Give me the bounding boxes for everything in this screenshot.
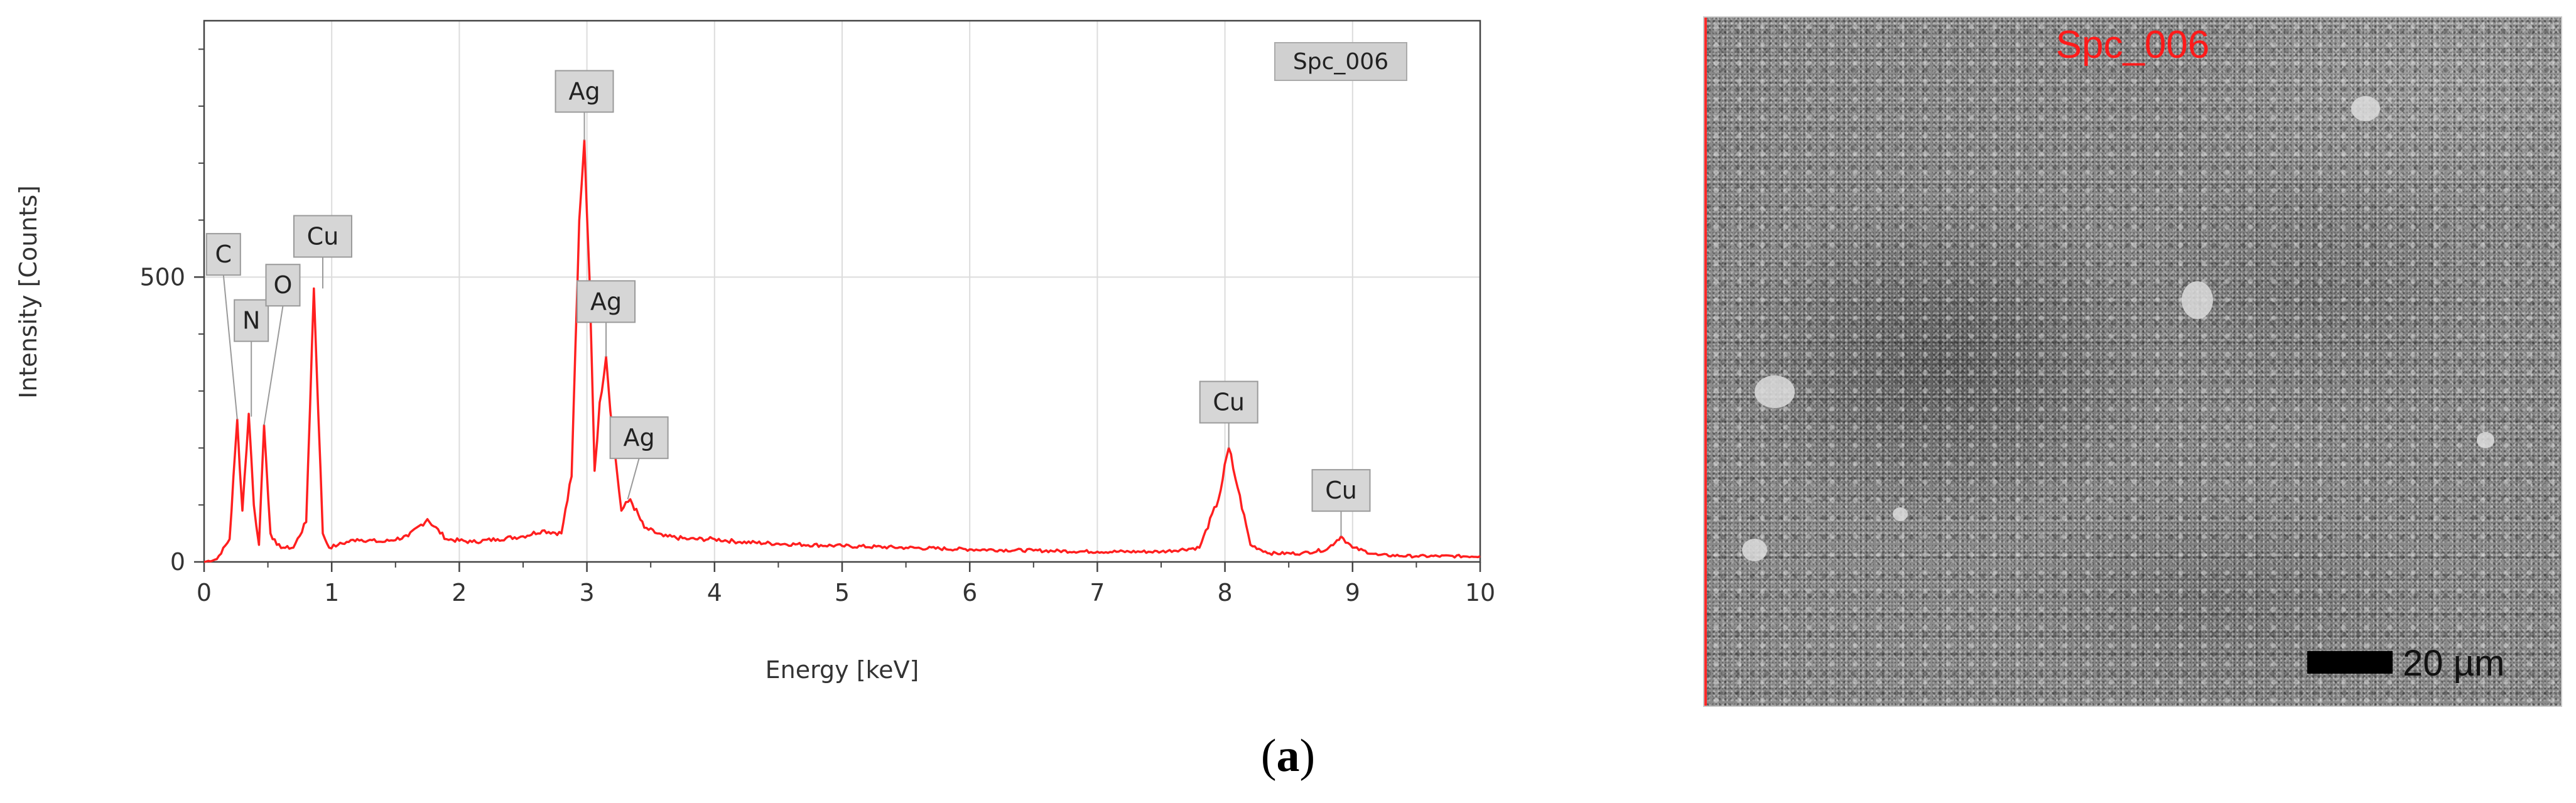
chart-axes: 0 1 2 3 4 5 6 7 8 9 10 0 500 bbox=[139, 48, 1495, 606]
x-tick-label: 4 bbox=[707, 579, 722, 606]
x-tick-label: 10 bbox=[1465, 579, 1495, 606]
caption-letter: a bbox=[1276, 730, 1300, 782]
peak-label-text: O bbox=[274, 271, 293, 299]
caption-open: ( bbox=[1260, 730, 1277, 782]
legend-text: Spc_006 bbox=[1293, 49, 1388, 75]
sem-particle bbox=[1742, 539, 1767, 561]
x-tick-label: 8 bbox=[1218, 579, 1233, 606]
sem-micrograph: Spc_006 20 µm bbox=[1703, 16, 2562, 707]
peak-label-cu: Cu bbox=[1199, 380, 1258, 448]
caption-close: ) bbox=[1299, 730, 1316, 782]
peak-label-text: Cu bbox=[1213, 389, 1245, 416]
peak-label-text: Cu bbox=[1325, 477, 1357, 504]
sem-spectrum-label: Spc_006 bbox=[2055, 23, 2210, 67]
x-tick-label: 5 bbox=[835, 579, 850, 606]
peak-label-cu: Cu bbox=[293, 215, 352, 289]
peak-label-text: Ag bbox=[590, 288, 622, 315]
peak-label-cu: Cu bbox=[1311, 469, 1371, 537]
sem-particle bbox=[1755, 375, 1795, 408]
y-tick-label: 0 bbox=[170, 548, 185, 576]
scale-bar-label: 20 µm bbox=[2403, 643, 2505, 684]
eds-spectrum-chart: 0 1 2 3 4 5 6 7 8 9 10 0 500 C NO Cu Ag Ag Ag Cu Cu Spc_006… bbox=[14, 19, 1495, 684]
sem-particle bbox=[2477, 432, 2494, 448]
scale-bar bbox=[2307, 651, 2393, 674]
x-tick-label: 7 bbox=[1090, 579, 1105, 606]
x-tick-label: 6 bbox=[962, 579, 977, 606]
peak-label-ag: Ag bbox=[555, 70, 614, 141]
peak-label-o: O bbox=[263, 264, 301, 426]
x-tick-label: 2 bbox=[452, 579, 467, 606]
peak-label-text: Ag bbox=[568, 78, 600, 105]
sem-red-edge bbox=[1704, 18, 1707, 706]
sem-particle bbox=[2351, 96, 2380, 121]
x-tick-label: 3 bbox=[580, 579, 595, 606]
legend-box: Spc_006 bbox=[1274, 42, 1407, 81]
spectrum-series-line bbox=[203, 139, 1481, 563]
y-tick-label: 500 bbox=[139, 263, 185, 291]
peak-label-c: C bbox=[205, 233, 241, 420]
chart-grid bbox=[204, 21, 1480, 562]
peak-label-text: C bbox=[215, 240, 232, 268]
peak-label-ag: Ag bbox=[609, 416, 669, 500]
peak-label-text: Ag bbox=[624, 424, 655, 451]
peak-label-n: N bbox=[234, 299, 269, 417]
peak-label-text: Cu bbox=[307, 222, 339, 250]
x-tick-label: 1 bbox=[324, 579, 339, 606]
sem-particle bbox=[1893, 507, 1908, 521]
x-tick-label: 0 bbox=[197, 579, 212, 606]
peak-label-text: N bbox=[242, 307, 260, 335]
x-axis-label: Energy [keV] bbox=[766, 656, 919, 684]
peak-label-ag: Ag bbox=[576, 280, 636, 357]
peak-annotations: C NO Cu Ag Ag Ag Cu Cu bbox=[205, 70, 1371, 537]
y-axis-label: Intensity [Counts] bbox=[14, 185, 42, 399]
sem-particle bbox=[2182, 281, 2213, 319]
panel-caption: (a) bbox=[0, 730, 2576, 783]
x-tick-label: 9 bbox=[1345, 579, 1360, 606]
